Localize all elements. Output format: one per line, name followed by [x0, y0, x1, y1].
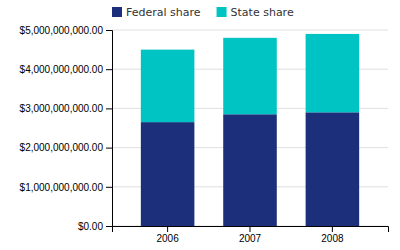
grid-line [112, 30, 388, 31]
tick-mark [106, 226, 112, 227]
tick-label: 2007 [239, 233, 262, 244]
tick-mark [106, 108, 112, 109]
tick-label: $5,000,000,000.00 [20, 25, 104, 36]
legend-item: State share [217, 6, 294, 19]
tick: $5,000,000,000.00 [20, 25, 112, 36]
legend-label: Federal share [126, 6, 201, 19]
tick-mark [106, 30, 112, 31]
bar [223, 38, 277, 114]
tick-label: $4,000,000,000.00 [20, 64, 104, 75]
x-axis: 2006 2007 2008 [113, 226, 389, 244]
tick: $1,000,000,000.00 [20, 182, 112, 193]
bar [306, 34, 360, 112]
series [141, 34, 359, 122]
tick-label: $0.00 [78, 221, 103, 232]
tick: $3,000,000,000.00 [20, 103, 112, 114]
tick: 2008 [321, 226, 344, 244]
bar [306, 112, 360, 226]
tick-mark [106, 69, 112, 70]
legend-swatch [112, 7, 122, 17]
tick-mark [167, 226, 168, 232]
chart: 2006 2007 2008 $0.00 $1,000,000,000.00 $2,000… [0, 0, 400, 250]
tick: $4,000,000,000.00 [20, 64, 112, 75]
tick-label: $2,000,000,000.00 [20, 142, 104, 153]
tick-label: $3,000,000,000.00 [20, 103, 104, 114]
grid [112, 30, 388, 226]
tick: 2006 [156, 226, 179, 244]
tick: 2007 [239, 226, 262, 244]
bar [141, 50, 195, 123]
legend: Federal share State share [112, 6, 294, 19]
series [141, 112, 359, 226]
tick: $2,000,000,000.00 [20, 142, 112, 153]
bar [223, 114, 277, 226]
tick-label: 2008 [321, 233, 344, 244]
bars [141, 34, 359, 226]
legend-swatch [217, 7, 227, 17]
plot-area: 2006 2007 2008 $0.00 $1,000,000,000.00 $2,000… [20, 25, 389, 244]
y-axis: $0.00 $1,000,000,000.00 $2,000,000,000.00 $… [20, 25, 113, 232]
tick-label: $1,000,000,000.00 [20, 182, 104, 193]
axis-line [106, 31, 113, 227]
legend-item: Federal share [112, 6, 201, 19]
tick: $0.00 [78, 221, 112, 232]
tick-mark [106, 148, 112, 149]
tick-mark [332, 226, 333, 232]
bar [141, 122, 195, 226]
tick-mark [106, 187, 112, 188]
tick-label: 2006 [156, 233, 179, 244]
legend-label: State share [231, 6, 294, 19]
tick-mark [250, 226, 251, 232]
axis-line [113, 227, 389, 233]
